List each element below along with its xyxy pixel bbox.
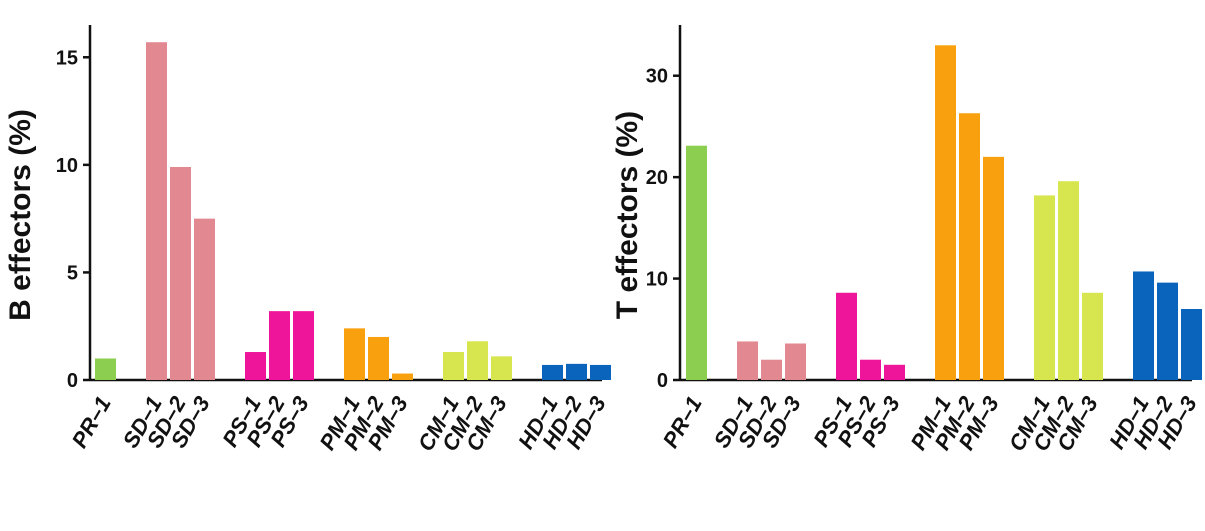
bar-pm-2 [368,336,389,380]
bar-pm-3 [983,156,1004,380]
bar-hd-1 [542,364,563,380]
bar-pm-1 [935,45,956,381]
bar-ps-1 [836,292,857,380]
bar-ps-2 [269,311,290,380]
bar-ps-2 [860,359,881,380]
bar-hd-2 [566,363,587,380]
bar-pr-1 [95,358,116,380]
x-tick-label: PR–1 [658,392,707,452]
y-tick-label: 0 [657,370,668,392]
bar-ps-3 [884,364,905,380]
x-tick-label: PR–1 [67,392,116,452]
y-axis-label: B effectors (%) [4,109,37,321]
y-tick-label: 10 [56,155,78,177]
y-axis-label: T effectors (%) [611,111,644,319]
bar-hd-3 [1181,309,1202,380]
bar-sd-3 [194,218,215,380]
bar-pm-3 [392,373,413,380]
bar-cm-1 [1034,195,1055,380]
y-tick-label: 10 [646,269,668,291]
y-tick-label: 30 [646,66,668,88]
bar-pm-2 [959,113,980,380]
y-tick-label: 15 [56,47,78,69]
bar-cm-1 [443,352,464,380]
bar-hd-1 [1133,271,1154,380]
y-tick-label: 0 [67,370,78,392]
bar-pr-1 [686,145,707,380]
bar-sd-2 [761,359,782,380]
bar-sd-3 [785,343,806,380]
bar-ps-3 [293,311,314,380]
bar-sd-2 [170,167,191,380]
bar-cm-3 [1082,292,1103,380]
bar-cm-3 [491,356,512,380]
bar-sd-1 [146,42,167,380]
bar-cm-2 [467,341,488,380]
bar-hd-3 [590,364,611,380]
bar-cm-2 [1058,181,1079,380]
y-tick-label: 5 [67,262,78,284]
y-tick-label: 20 [646,167,668,189]
bar-pm-1 [344,328,365,380]
bar-sd-1 [737,341,758,380]
bar-ps-1 [245,352,266,380]
bar-hd-2 [1157,282,1178,380]
